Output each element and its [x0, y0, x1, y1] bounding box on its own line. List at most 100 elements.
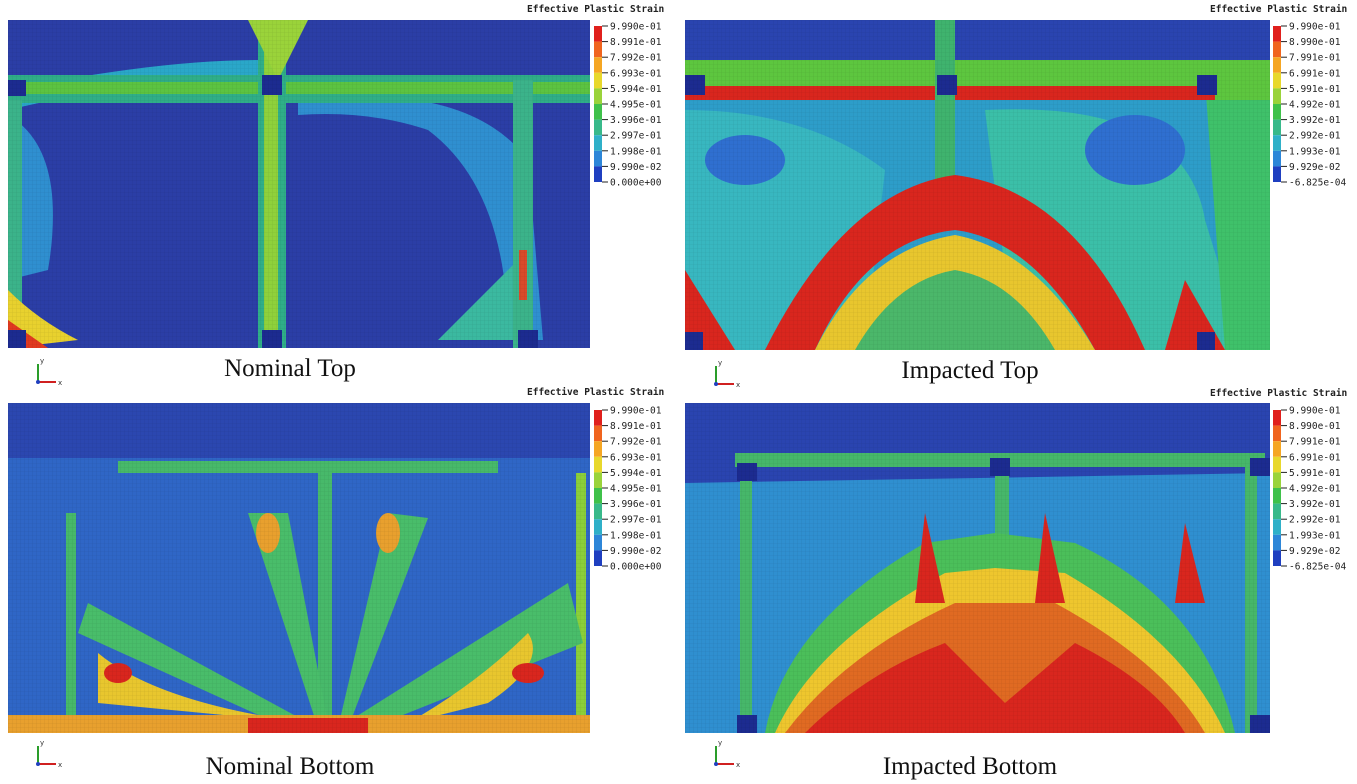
legend-label: 0.000e+00 — [610, 178, 662, 189]
colorbar-segment — [594, 441, 602, 457]
colorbar-segment — [594, 550, 602, 566]
colorbar-segment — [1273, 104, 1281, 120]
legend-label: 9.990e-01 — [1289, 406, 1341, 417]
contour-plot — [685, 403, 1270, 733]
legend-title: Effective Plastic Strain — [527, 4, 664, 15]
colorbar-segment — [1273, 550, 1281, 566]
triad-z — [36, 762, 40, 766]
colorbar-segment — [594, 166, 602, 182]
legend-label: -6.825e-04 — [1289, 562, 1346, 573]
legend-label: 7.991e-01 — [1289, 437, 1341, 448]
contour-plot — [8, 403, 590, 733]
legend-label: 3.996e-01 — [610, 499, 662, 510]
legend-label: 5.991e-01 — [1289, 468, 1341, 479]
legend-label: 9.990e-01 — [1289, 22, 1341, 33]
colorbar-segment — [1273, 488, 1281, 504]
colorbar-segment — [594, 135, 602, 151]
legend-label: 4.992e-01 — [1289, 484, 1341, 495]
legend-label: 2.992e-01 — [1289, 131, 1341, 142]
legend-label: 0.000e+00 — [610, 562, 662, 573]
triad-label: x — [58, 761, 62, 769]
legend-label: 2.997e-01 — [610, 515, 662, 526]
colorbar-segment — [594, 57, 602, 73]
colorbar-segment — [594, 42, 602, 58]
legend-label: 8.991e-01 — [610, 421, 662, 432]
legend-title: Effective Plastic Strain — [1210, 4, 1347, 15]
triad-label: y — [718, 359, 722, 367]
legend-label: 4.992e-01 — [1289, 100, 1341, 111]
legend-label: 4.995e-01 — [610, 484, 662, 495]
legend-title: Effective Plastic Strain — [527, 387, 664, 398]
legend-label: 5.991e-01 — [1289, 84, 1341, 95]
legend-label: 9.929e-02 — [1289, 162, 1340, 173]
legend-label: 6.993e-01 — [610, 68, 662, 79]
legend-label: 7.991e-01 — [1289, 53, 1341, 64]
figure: Effective Plastic Strain 9.990e-01 8.991e-… — [0, 0, 1357, 784]
legend-label: 5.994e-01 — [610, 84, 662, 95]
legend-label: 8.990e-01 — [1289, 37, 1341, 48]
legend-label: 3.996e-01 — [610, 115, 662, 126]
colorbar-segment — [1273, 73, 1281, 89]
colorbar-segment — [1273, 166, 1281, 182]
colorbar-segment — [594, 504, 602, 520]
legend-label: 1.993e-01 — [1289, 146, 1341, 157]
colorbar-segment — [1273, 410, 1281, 426]
legend-label: 8.990e-01 — [1289, 421, 1341, 432]
legend-label: 9.990e-02 — [610, 546, 661, 557]
colorbar-segment — [594, 151, 602, 167]
contour-plot — [685, 20, 1270, 350]
colorbar-segment — [594, 472, 602, 488]
colorbar-segment — [594, 410, 602, 426]
colorbar-segment — [1273, 42, 1281, 58]
colorbar-segment — [594, 457, 602, 473]
legend-label: 5.994e-01 — [610, 468, 662, 479]
legend-label: 4.995e-01 — [610, 100, 662, 111]
colorbar-segment — [594, 519, 602, 535]
triad-label: y — [40, 739, 44, 747]
colorbar-segment — [1273, 519, 1281, 535]
legend-label: 7.992e-01 — [610, 437, 662, 448]
colorbar-segment — [594, 104, 602, 120]
triad-label: x — [58, 379, 62, 387]
colorbar-segment — [594, 73, 602, 89]
caption: Impacted Bottom — [883, 753, 1058, 780]
page: {"panels": [ {"caption": "Nominal Top", … — [0, 0, 1357, 784]
triad-label: x — [736, 761, 740, 769]
colorbar-segment — [1273, 120, 1281, 136]
colorbar-segment — [1273, 535, 1281, 551]
colorbar-segment — [594, 26, 602, 42]
colorbar-segment — [1273, 88, 1281, 104]
legend-label: 1.998e-01 — [610, 530, 662, 541]
legend-label: 6.993e-01 — [610, 452, 662, 463]
triad-z — [36, 380, 40, 384]
legend-label: 6.991e-01 — [1289, 68, 1341, 79]
colorbar-segment — [1273, 57, 1281, 73]
colorbar-segment — [1273, 457, 1281, 473]
legend-label: 1.993e-01 — [1289, 530, 1341, 541]
triad-label: x — [736, 381, 740, 389]
triad-label: y — [718, 739, 722, 747]
legend-label: 9.990e-02 — [610, 162, 661, 173]
colorbar-segment — [594, 120, 602, 136]
legend-label: 3.992e-01 — [1289, 115, 1341, 126]
legend-label: 2.992e-01 — [1289, 515, 1341, 526]
colorbar-segment — [1273, 472, 1281, 488]
triad-z — [714, 762, 718, 766]
legend-label: 9.990e-01 — [610, 22, 662, 33]
colorbar-segment — [1273, 135, 1281, 151]
legend-label: 8.991e-01 — [610, 37, 662, 48]
colorbar-segment — [594, 426, 602, 442]
caption: Nominal Top — [224, 355, 356, 382]
legend-title: Effective Plastic Strain — [1210, 388, 1347, 399]
legend-label: -6.825e-04 — [1289, 178, 1346, 189]
colorbar-segment — [1273, 504, 1281, 520]
colorbar-segment — [1273, 26, 1281, 42]
triad-label: y — [40, 357, 44, 365]
caption: Nominal Bottom — [206, 753, 375, 780]
colorbar-segment — [594, 488, 602, 504]
contour-plot — [8, 20, 590, 348]
colorbar-segment — [1273, 151, 1281, 167]
caption: Impacted Top — [901, 357, 1038, 384]
legend-label: 7.992e-01 — [610, 53, 662, 64]
legend-label: 9.990e-01 — [610, 406, 662, 417]
